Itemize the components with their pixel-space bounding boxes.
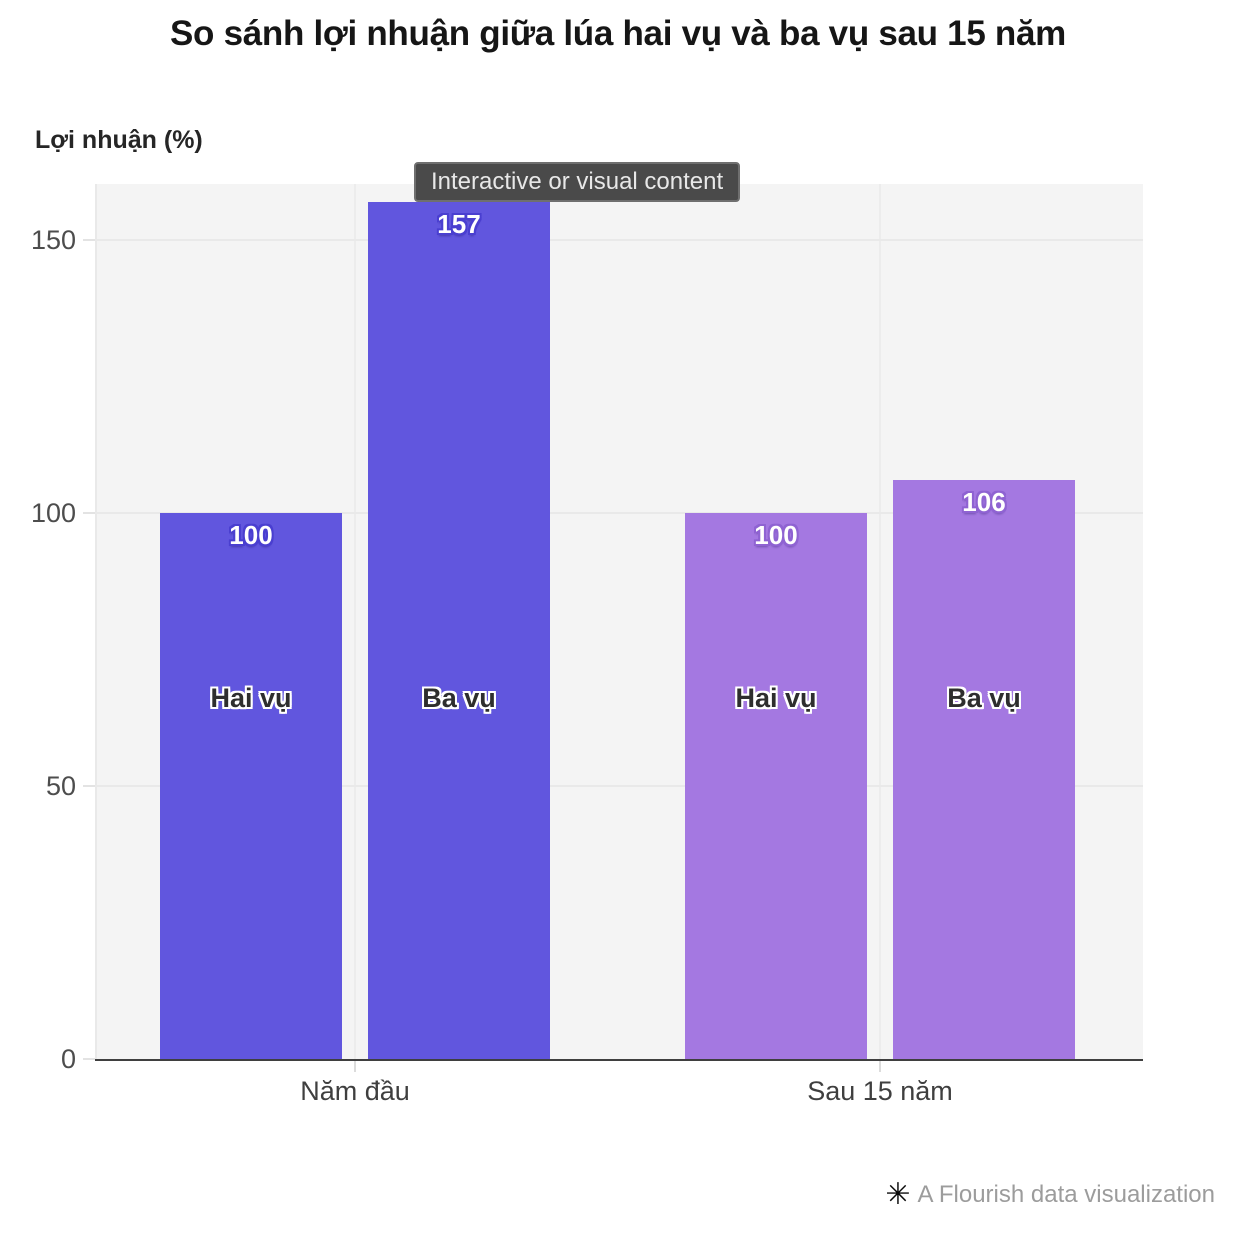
x-axis-tick [879,1061,881,1072]
y-axis-tick-label: 150 [30,225,76,255]
plot-left-edge-line [95,184,97,1060]
chart-title: So sánh lợi nhuận giữa lúa hai vụ và ba … [170,14,1066,53]
horizontal-gridline [95,239,1143,241]
series-label: Ba vụ [422,683,496,713]
flourish-credit: ✳ A Flourish data visualization [885,1178,1215,1212]
series-label: Hai vụ [735,683,817,713]
y-axis-tick-label: 100 [30,498,76,528]
bar-hai-vụ-1[interactable]: 100 [160,513,342,1059]
y-axis-tick [83,785,95,787]
bar-ba-vụ-2[interactable]: 106 [893,480,1075,1059]
y-axis-tick [83,512,95,514]
x-axis-category-label: Năm đầu [300,1076,410,1106]
bar-ba-vụ-1[interactable]: 157 [368,202,550,1059]
y-axis-tick [83,1058,95,1060]
flourish-logo-icon: ✳ [885,1178,911,1211]
x-axis-category-label: Sau 15 năm [807,1076,953,1106]
series-label: Ba vụ [947,683,1021,713]
y-axis-tick [83,239,95,241]
tooltip-overlay: Interactive or visual content [414,162,741,202]
x-axis-line [95,1059,1143,1061]
horizontal-gridline [95,512,1143,514]
bar-value-label: 157 [437,209,481,239]
horizontal-gridline [95,785,1143,787]
vertical-gridline [879,184,881,1059]
vertical-gridline [354,184,356,1059]
y-axis-tick-label: 0 [60,1044,76,1074]
bar-hai-vụ-2[interactable]: 100 [685,513,867,1059]
series-label: Hai vụ [210,683,292,713]
x-axis-tick [354,1061,356,1072]
y-axis-tick-label: 50 [45,771,76,801]
y-axis-title: Lợi nhuận (%) [35,126,203,154]
flourish-credit-link[interactable]: A Flourish data visualization [917,1181,1216,1208]
bar-value-label: 100 [229,520,273,550]
bar-value-label: 106 [962,487,1006,517]
bar-value-label: 100 [754,520,798,550]
